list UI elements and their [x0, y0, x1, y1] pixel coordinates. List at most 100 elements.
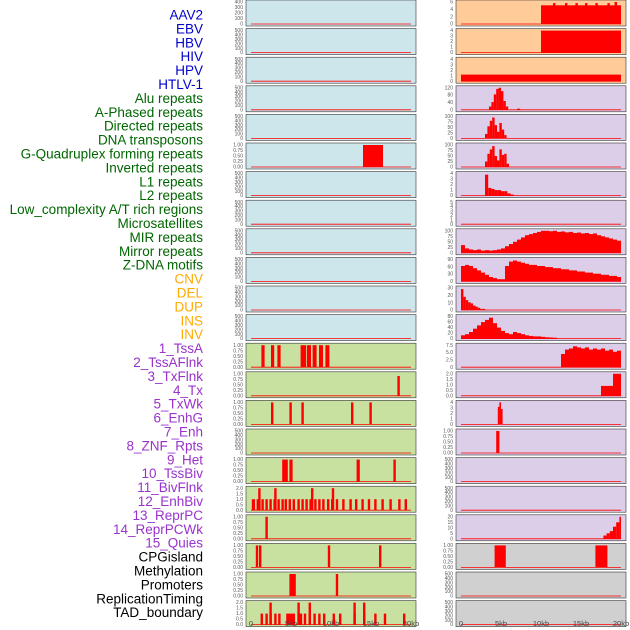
y-tick-label: 0.50	[233, 525, 243, 531]
data-bar	[501, 279, 505, 282]
data-bar	[525, 235, 529, 253]
data-bar	[581, 233, 585, 253]
y-tick-label: 4	[450, 57, 453, 63]
y-tick-label: 0.75	[233, 520, 243, 526]
row-label: 2_TssAFlnk	[133, 355, 203, 370]
y-tick-label: 0.75	[233, 377, 243, 383]
y-tick-label: 1.5	[446, 377, 453, 383]
data-bar	[477, 307, 481, 310]
row-label: 12_EnhBiv	[138, 494, 204, 509]
data-bar	[313, 613, 316, 625]
y-tick-label: 500	[235, 228, 244, 234]
y-tick-label: 1.00	[233, 343, 243, 349]
data-bar	[503, 101, 506, 110]
data-bar	[529, 335, 533, 339]
data-bar	[260, 613, 263, 625]
data-bar	[603, 535, 607, 539]
data-bar	[541, 230, 545, 253]
data-bar	[541, 30, 621, 53]
y-tick-label: 0.25	[233, 588, 243, 594]
y-tick-label: 0.50	[233, 354, 243, 360]
y-tick-label: 200	[235, 127, 244, 133]
y-tick-label: 1.0	[446, 382, 453, 388]
y-tick-label: 0.25	[233, 159, 243, 165]
data-bar	[389, 499, 392, 511]
track-panel-left: 0.00.51.01.52.0	[236, 486, 417, 514]
y-tick-label: 0	[240, 222, 243, 228]
y-tick-label: 400	[235, 176, 244, 182]
data-bar	[601, 236, 605, 253]
y-tick-label: 500	[235, 286, 244, 292]
data-bar	[565, 349, 569, 368]
data-bar	[374, 499, 377, 511]
data-bar	[581, 271, 585, 282]
row-label: 11_BivFlnk	[137, 480, 203, 495]
data-bar	[605, 274, 609, 282]
data-bar	[397, 376, 400, 396]
y-tick-label: 100	[445, 114, 454, 120]
track-panel-left: 0.000.250.500.751.00	[233, 371, 417, 399]
y-tick-label: 0.25	[233, 531, 243, 537]
data-bar	[561, 354, 565, 368]
y-tick-label: 20	[447, 331, 453, 337]
data-bar	[537, 336, 541, 339]
y-tick-label: 0.25	[233, 388, 243, 394]
y-tick-label: 500	[445, 457, 454, 463]
data-bar	[312, 345, 317, 368]
y-tick-label: 0.50	[233, 583, 243, 589]
data-bar	[269, 499, 272, 511]
y-tick-label: 0	[240, 22, 243, 28]
y-tick-label: 0.0	[236, 622, 243, 628]
y-tick-label: 500	[235, 314, 244, 320]
y-tick-label: 20	[447, 514, 453, 520]
track-panel-right: 0 2.55.07.5	[446, 343, 627, 371]
data-bar	[327, 545, 331, 568]
data-bar	[501, 409, 503, 425]
y-tick-label: 0	[450, 479, 453, 485]
data-bar	[573, 346, 577, 368]
track-panel-left: 0.000.250.500.751.00	[233, 514, 417, 542]
y-tick-label: 0.25	[233, 560, 243, 566]
panel-background	[455, 400, 627, 427]
x-tick-label: 15kb	[573, 619, 589, 628]
y-tick-label: 0	[450, 250, 453, 256]
y-tick-label: 0.75	[233, 463, 243, 469]
x-tick-label: 15kb	[363, 619, 379, 628]
row-label: DEL	[177, 286, 204, 301]
data-bar	[463, 296, 466, 310]
data-bar	[398, 499, 401, 511]
y-tick-label: 0	[240, 136, 243, 142]
data-bar	[533, 264, 537, 282]
data-bar	[497, 190, 501, 196]
data-bar	[557, 268, 561, 282]
data-bar	[585, 347, 589, 368]
y-tick-label: 2	[450, 213, 453, 219]
y-tick-label: 100	[235, 275, 244, 281]
row-label: Microsatellites	[117, 216, 203, 231]
panel-background	[455, 85, 627, 113]
data-bar	[545, 267, 549, 282]
panel-background	[455, 199, 627, 227]
data-bar	[533, 336, 537, 339]
panel-background	[455, 371, 627, 399]
row-label: HIV	[180, 49, 203, 64]
data-bar	[504, 191, 508, 196]
panel-background	[455, 514, 627, 542]
track-panel-left: 0.000.250.500.751.00	[233, 400, 417, 428]
y-tick-label: 0	[450, 308, 453, 314]
y-tick-label: 100	[445, 503, 454, 509]
y-tick-label: 0	[450, 365, 453, 371]
y-tick-label: 4	[450, 204, 453, 210]
y-tick-label: 100	[445, 228, 454, 234]
data-bar	[469, 332, 473, 339]
data-bar	[517, 108, 521, 110]
data-bar	[485, 134, 488, 139]
x-tick-label: 20kb	[403, 619, 419, 628]
data-bar	[323, 613, 326, 625]
y-tick-label: 1	[450, 73, 453, 79]
